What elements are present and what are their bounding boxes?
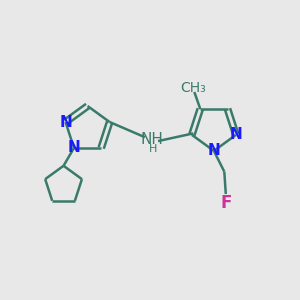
Text: N: N [208,143,220,158]
Text: N: N [68,140,80,155]
Text: F: F [221,194,232,212]
Text: NH: NH [140,132,163,147]
Text: H: H [149,143,157,154]
Text: N: N [230,128,242,142]
Text: N: N [59,115,72,130]
Text: CH₃: CH₃ [180,81,206,94]
